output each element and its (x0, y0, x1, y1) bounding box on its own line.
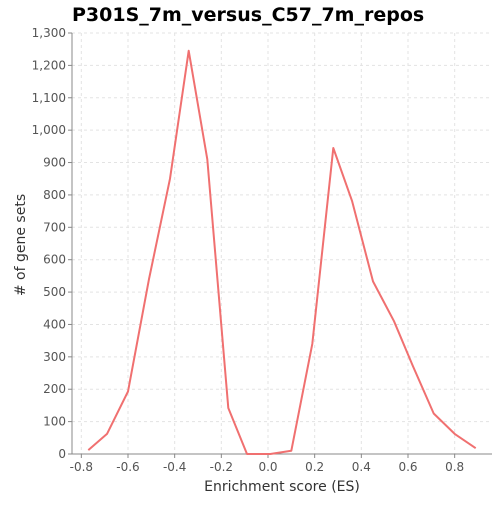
series (87, 49, 477, 455)
grid (72, 32, 492, 455)
series-line (87, 49, 477, 455)
y-tick-label: 800 (43, 188, 66, 202)
y-tick-label: 1,100 (32, 91, 66, 105)
x-tick-label: 0.6 (398, 460, 417, 474)
y-tick-label: 600 (43, 253, 66, 267)
y-tick-label: 1,000 (32, 123, 66, 137)
y-tick-label: 100 (43, 415, 66, 429)
x-tick-label: -0.4 (163, 460, 186, 474)
y-tick-label: 300 (43, 350, 66, 364)
y-tick-label: 700 (43, 220, 66, 234)
chart-title: P301S_7m_versus_C57_7m_repos (72, 4, 424, 26)
x-tick-label: -0.2 (210, 460, 233, 474)
x-tick-label: 0.0 (258, 460, 277, 474)
y-axis-label: # of gene sets (13, 194, 29, 296)
y-tick-label: 900 (43, 156, 66, 170)
x-axis-label: Enrichment score (ES) (204, 479, 360, 495)
y-tick-label: 400 (43, 317, 66, 331)
axes: 0 100 200 300 400 500 600 700 800 900 1,000 1,100 1,… (32, 26, 492, 474)
y-tick-label: 1,300 (32, 26, 66, 40)
y-tick-label: 1,200 (32, 58, 66, 72)
x-tick-label: 0.4 (352, 460, 371, 474)
y-tick-label: 0 (58, 447, 66, 461)
x-tick-label: 0.2 (305, 460, 324, 474)
y-tick-label: 200 (43, 382, 66, 396)
x-tick-label: -0.6 (116, 460, 139, 474)
x-tick-label: 0.8 (445, 460, 464, 474)
x-tick-label: -0.8 (70, 460, 93, 474)
y-tick-label: 500 (43, 285, 66, 299)
